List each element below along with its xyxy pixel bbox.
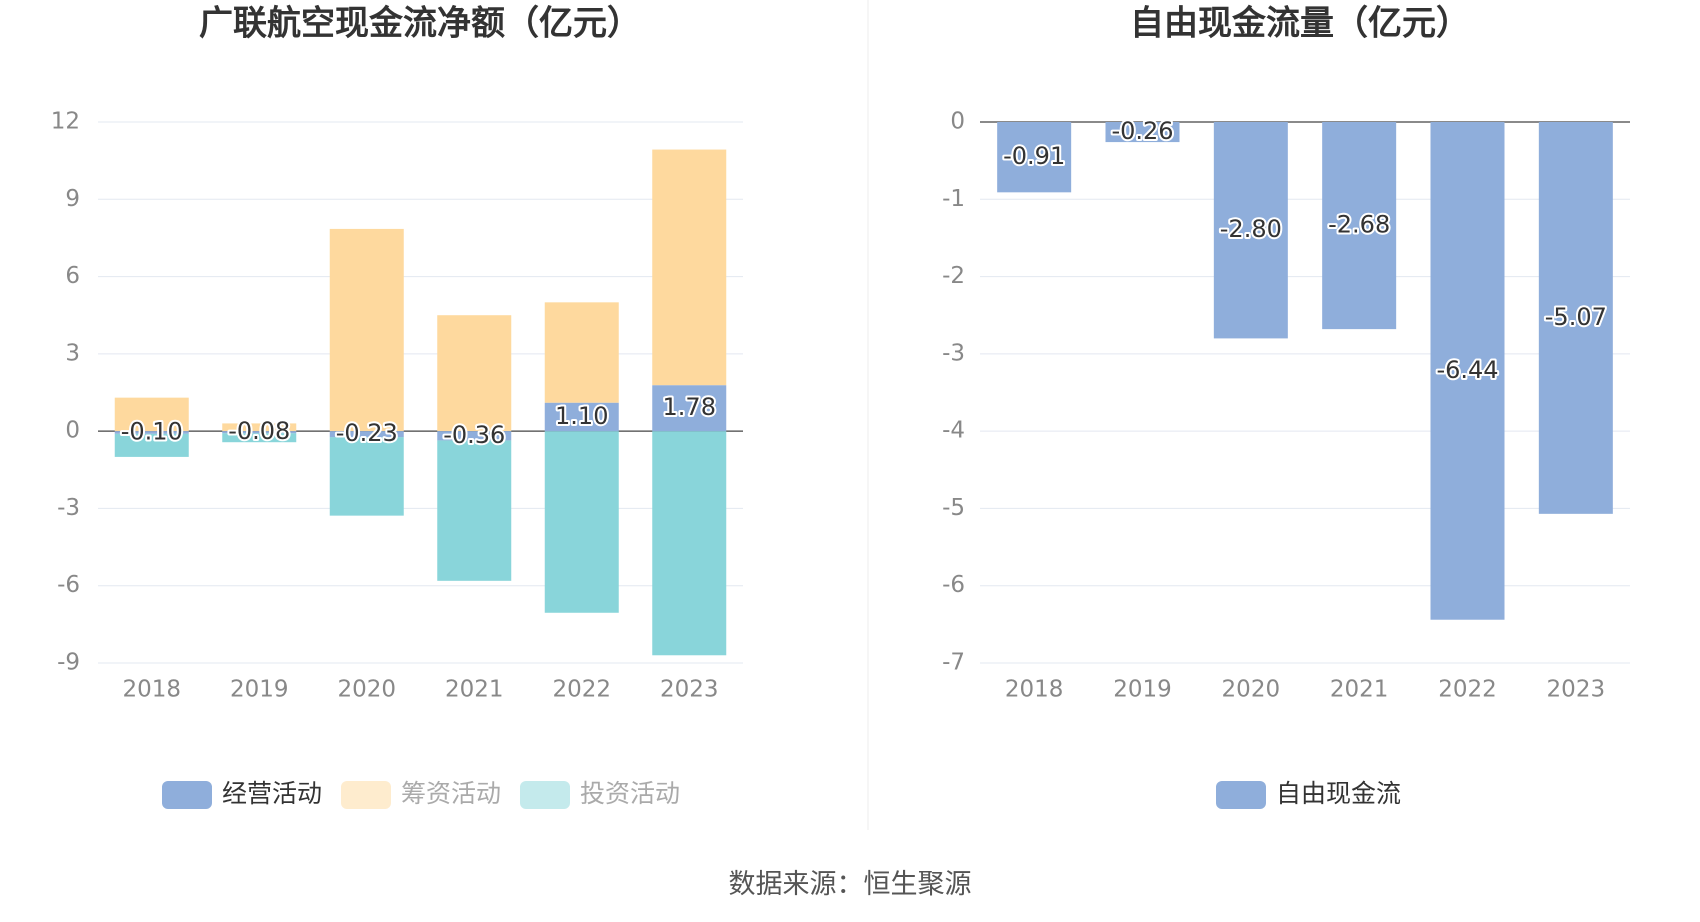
chart1-bar-筹资活动-2020 [329,228,404,432]
chart1-y-tick-label: -6 [57,572,80,598]
chart2-bar-2021 [1322,122,1397,330]
chart1-bar-筹资活动-2019 [222,423,297,432]
chart1-bar-筹资活动-2021 [437,315,512,432]
chart1-bar-投资活动-2019 [222,433,297,443]
chart1-bar-筹资活动-2018 [114,397,189,432]
chart1-y-tick-label: 0 [65,418,80,444]
chart1-x-tick-label: 2023 [660,677,719,703]
chart2-data-label: -2.68 [1328,211,1390,239]
chart1-y-tick-label: -3 [57,495,80,521]
chart1-bar-经营活动-2021 [437,431,512,441]
chart1-x-tick-label: 2020 [337,677,396,703]
chart1-bar-经营活动-2022 [544,402,619,432]
chart1-data-label: -0.23 [336,419,398,447]
chart1-legend-label: 经营活动 [222,779,322,808]
chart1-data-label: -0.36 [443,421,505,449]
chart2-bar-2018 [997,122,1072,193]
chart1-x-tick-label: 2019 [230,677,289,703]
chart1-bar-经营活动-2018 [114,431,189,434]
chart1-legend-label: 投资活动 [580,779,680,808]
chart1-bar-投资活动-2018 [114,433,189,457]
chart2-x-tick-label: 2022 [1438,677,1497,703]
chart1-bar-投资活动-2021 [437,440,512,581]
chart2-bar-2022 [1430,122,1505,620]
chart2-x-tick-label: 2019 [1113,677,1172,703]
chart1-y-tick-label: -9 [57,650,80,676]
chart2-legend-label: 自由现金流 [1276,779,1401,808]
chart1-bar-投资活动-2020 [329,437,404,516]
chart1-title: 广联航空现金流净额（亿元） [199,4,641,44]
chart1-y-tick-label: 3 [65,340,80,366]
chart1-bar-筹资活动-2023 [652,149,727,386]
chart1-bar-经营活动-2019 [222,431,297,434]
chart2-title: 自由现金流量（亿元） [1130,4,1470,44]
chart2-x-tick-label: 2021 [1330,677,1389,703]
chart2-data-label: -2.80 [1220,215,1282,243]
chart2-y-tick-label: -5 [942,495,965,521]
chart1-legend-swatch[interactable] [520,781,570,809]
chart1-y-tick-label: 6 [65,263,80,289]
chart1-data-label: -0.10 [121,417,183,445]
chart2-x-tick-label: 2018 [1005,677,1064,703]
chart2-y-tick-label: -3 [942,340,965,366]
chart2-x-tick-label: 2020 [1222,677,1281,703]
chart1-x-tick-label: 2022 [552,677,611,703]
data-source: 数据来源：恒生聚源 [728,869,972,900]
chart2-data-label: -5.07 [1545,303,1607,331]
chart1-bar-投资活动-2022 [544,431,619,613]
chart1-data-label: 1.78 [663,393,716,421]
chart1-bar-筹资活动-2022 [544,302,619,403]
chart1-bar-投资活动-2023 [652,431,727,656]
chart2-data-label: -6.44 [1436,356,1498,384]
chart2-bar-2020 [1213,122,1288,339]
chart1-y-tick-label: 9 [65,186,80,212]
chart1-y-tick-label: 12 [51,109,80,135]
chart1-bar-经营活动-2023 [652,385,727,432]
chart2-y-tick-label: -7 [942,650,965,676]
chart2-data-label: -0.91 [1003,142,1065,170]
chart1-data-label: 1.10 [555,402,608,430]
chart1-data-label: -0.08 [228,417,290,445]
chart2-x-tick-label: 2023 [1547,677,1606,703]
chart2-y-tick-label: -6 [942,572,965,598]
chart1-legend-swatch[interactable] [341,781,391,809]
chart1-legend-swatch[interactable] [162,781,212,809]
chart2-y-tick-label: -2 [942,263,965,289]
chart2-legend-swatch[interactable] [1216,781,1266,809]
chart1-x-tick-label: 2018 [122,677,181,703]
chart1-legend-label: 筹资活动 [401,779,501,808]
chart2-y-tick-label: -4 [942,418,965,444]
chart2-bar-2019 [1105,122,1180,143]
chart1-x-tick-label: 2021 [445,677,504,703]
chart2-bar-2023 [1538,122,1613,514]
chart2-data-label: -0.26 [1111,117,1173,145]
chart2-y-tick-label: -1 [942,186,965,212]
chart1-bar-经营活动-2020 [329,431,404,438]
chart2-y-tick-label: 0 [950,109,965,135]
